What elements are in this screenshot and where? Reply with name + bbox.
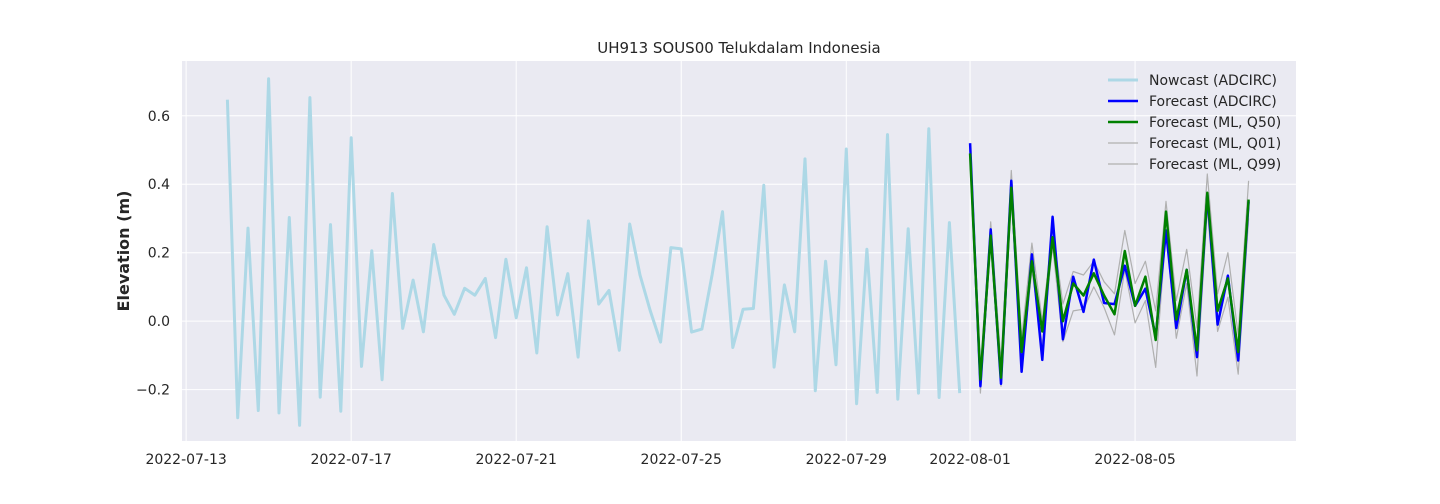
legend-label: Forecast (ML, Q01)	[1149, 136, 1281, 152]
x-tick-label: 2022-07-25	[641, 452, 722, 468]
plot-area	[182, 61, 1296, 441]
y-tick-label: 0.0	[148, 314, 170, 330]
legend-label: Forecast (ML, Q99)	[1149, 157, 1281, 173]
x-tick-label: 2022-07-29	[806, 452, 887, 468]
x-tick-label: 2022-07-21	[476, 452, 557, 468]
legend-label: Forecast (ADCIRC)	[1149, 94, 1277, 110]
x-tick-label: 2022-08-05	[1094, 452, 1175, 468]
chart-title: UH913 SOUS00 Telukdalam Indonesia	[597, 39, 881, 57]
legend-label: Nowcast (ADCIRC)	[1149, 73, 1277, 89]
x-tick-label: 2022-08-01	[929, 452, 1010, 468]
y-tick-label: 0.6	[148, 109, 170, 125]
series-line-nowcast-adcirc	[225, 77, 962, 427]
y-axis-label: Elevation (m)	[114, 191, 133, 312]
y-tick-label: 0.4	[148, 177, 170, 193]
legend: Nowcast (ADCIRC) Forecast (ADCIRC) Forecas…	[1108, 73, 1281, 173]
x-tick-label: 2022-07-13	[145, 452, 226, 468]
series-lines	[225, 77, 1250, 427]
y-tick-label: 0.2	[148, 246, 170, 262]
grid	[182, 61, 1296, 441]
axis-ticks: 2022-07-13 2022-07-17 2022-07-21 2022-07-25…	[136, 109, 1176, 468]
series-line-forecast-ml-q50	[968, 153, 1250, 381]
legend-label: Forecast (ML, Q50)	[1149, 115, 1281, 131]
y-tick-label: −0.2	[136, 383, 170, 399]
x-tick-label: 2022-07-17	[310, 452, 391, 468]
